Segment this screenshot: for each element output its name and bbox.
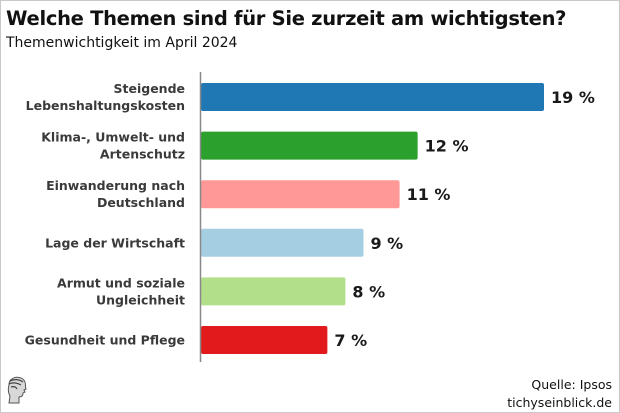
bar-2 — [201, 180, 400, 209]
classical-head-logo-icon — [6, 376, 28, 406]
value-label-0: 19 % — [551, 88, 595, 107]
bar-5 — [201, 326, 328, 354]
category-label-3: Lage der Wirtschaft — [45, 235, 185, 250]
category-label-line: Lage der Wirtschaft — [45, 235, 185, 250]
category-label-line: Deutschland — [97, 195, 185, 210]
category-label-2: Einwanderung nach Deutschland — [46, 178, 185, 210]
value-label-5: 7 % — [334, 331, 367, 350]
value-label-3: 9 % — [370, 234, 403, 253]
category-label-line: Ungleichheit — [96, 292, 185, 307]
chart-subtitle: Themenwichtigkeit im April 2024 — [6, 35, 238, 51]
category-label-line: Armut und soziale — [57, 275, 185, 290]
category-label-line: Artenschutz — [100, 147, 185, 162]
category-label-line: Einwanderung nach — [46, 178, 185, 193]
category-label-0: Steigende Lebenshaltungskosten — [26, 81, 185, 113]
chart-title: Welche Themen sind für Sie zurzeit am wi… — [6, 7, 567, 30]
category-label-line: Steigende — [114, 81, 186, 96]
site-text: tichyseinblick.de — [507, 395, 612, 410]
value-label-4: 8 % — [352, 282, 385, 301]
source-text: Quelle: Ipsos — [531, 377, 612, 392]
value-label-1: 12 % — [425, 137, 469, 156]
bar-3 — [201, 228, 364, 257]
category-label-line: Lebenshaltungskosten — [26, 98, 185, 113]
category-label-5: Gesundheit und Pflege — [25, 333, 185, 348]
category-label-1: Klima-, Umwelt- und Artenschutz — [41, 130, 185, 162]
category-label-4: Armut und soziale Ungleichheit — [57, 275, 185, 307]
value-label-2: 11 % — [407, 185, 451, 204]
bar-4 — [201, 277, 346, 306]
category-label-line: Gesundheit und Pflege — [25, 333, 185, 348]
bar-1 — [201, 131, 418, 160]
bar-0 — [201, 83, 544, 111]
source-block: Quelle: Ipsos tichyseinblick.de — [507, 376, 612, 412]
category-label-line: Klima-, Umwelt- und — [41, 130, 185, 145]
bars-layer: 19 % Steigende Lebenshaltungskosten 12 % Kli… — [25, 81, 595, 354]
